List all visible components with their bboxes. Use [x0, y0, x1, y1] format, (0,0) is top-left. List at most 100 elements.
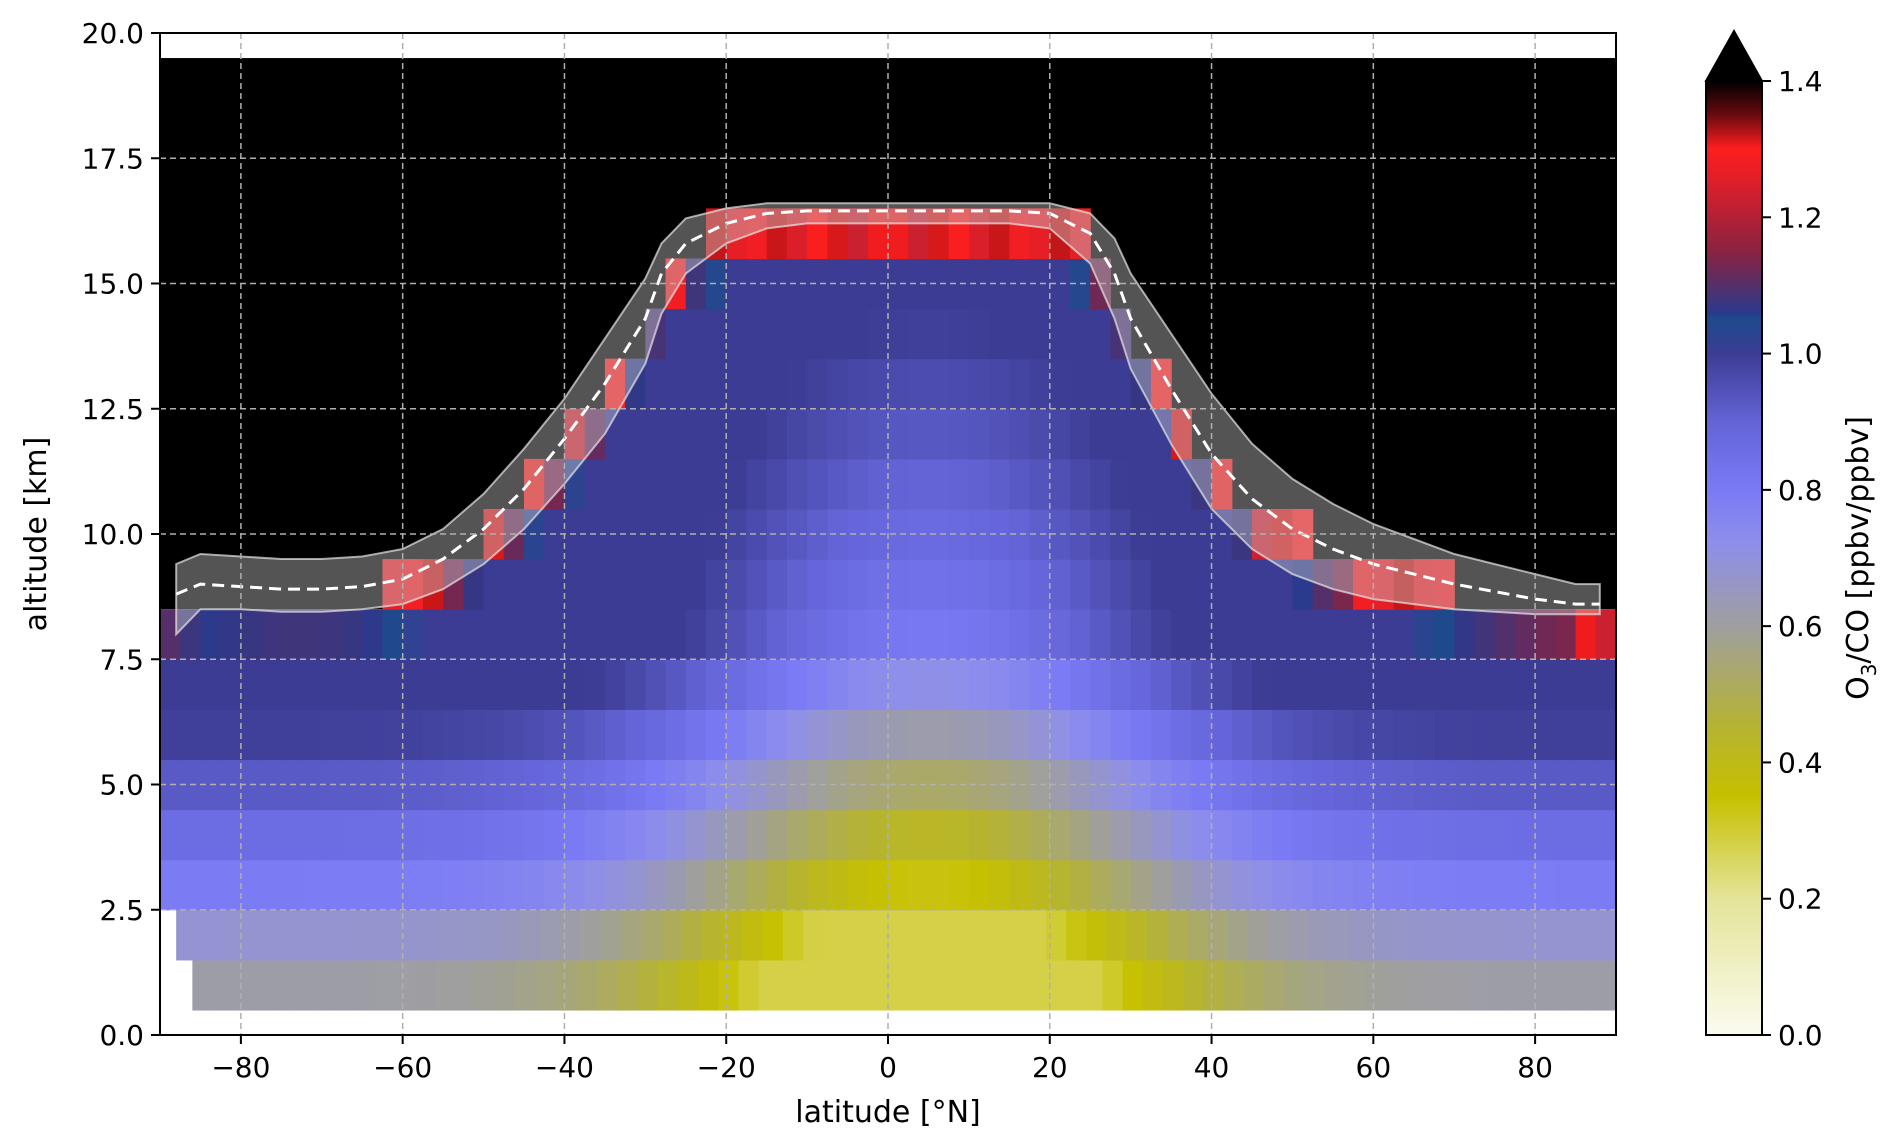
heatmap-cell — [564, 559, 586, 610]
heatmap-cell — [722, 909, 743, 961]
heatmap-cell — [989, 659, 1010, 710]
heatmap-cell — [766, 208, 788, 260]
heatmap-cell — [1070, 408, 1091, 460]
heatmap-cell — [968, 859, 990, 911]
heatmap-cell — [321, 659, 343, 710]
heatmap-cell — [888, 809, 909, 861]
heatmap-cell — [665, 559, 687, 610]
heatmap-cell — [1490, 909, 1512, 961]
heatmap-cell — [1332, 609, 1354, 660]
x-tick-label: 60 — [1356, 1051, 1392, 1084]
heatmap-cell — [232, 959, 254, 1011]
heatmap-cell — [847, 358, 869, 410]
heatmap-cell — [1607, 959, 1616, 1011]
heatmap-cell — [362, 609, 384, 660]
heatmap-cell — [888, 408, 909, 460]
heatmap-cell — [1292, 809, 1314, 861]
heatmap-cell — [1029, 809, 1051, 861]
heatmap-cell — [301, 709, 323, 761]
heatmap-cell — [989, 809, 1010, 861]
heatmap-cell — [257, 909, 278, 961]
heatmap-cell — [1474, 859, 1496, 911]
heatmap-cell — [604, 659, 626, 710]
heatmap-cell — [1494, 609, 1516, 660]
heatmap-cell — [1514, 709, 1536, 761]
heatmap-cell — [604, 358, 626, 410]
heatmap-cell — [1252, 609, 1273, 660]
heatmap-cell — [827, 458, 849, 510]
heatmap-cell — [762, 909, 784, 961]
heatmap-cell — [180, 809, 202, 861]
heatmap-cell — [1288, 909, 1310, 961]
heatmap-cell — [240, 659, 262, 710]
heatmap-cell — [1142, 959, 1164, 1011]
heatmap-cell — [483, 659, 505, 710]
heatmap-cell — [859, 959, 881, 1011]
y-tick-label: 10.0 — [82, 518, 144, 551]
heatmap-cell — [1413, 809, 1435, 861]
heatmap-cell — [843, 909, 865, 961]
heatmap-cell — [495, 959, 517, 1011]
heatmap-cell — [968, 208, 990, 260]
heatmap-cell — [726, 859, 748, 911]
heatmap-cell — [1021, 959, 1043, 1011]
heatmap-cell — [580, 909, 602, 961]
heatmap-cell — [584, 659, 606, 710]
heatmap-cell — [685, 759, 707, 811]
heatmap-cell — [827, 659, 849, 710]
heatmap-cell — [1009, 358, 1031, 410]
heatmap-cell — [928, 659, 950, 710]
heatmap-cell — [645, 659, 667, 710]
heatmap-cell — [908, 458, 930, 510]
heatmap-cell — [160, 709, 181, 761]
heatmap-cell — [746, 709, 768, 761]
heatmap-cell — [807, 609, 828, 660]
heatmap-cell — [160, 859, 181, 911]
x-tick-label: 0 — [879, 1051, 897, 1084]
heatmap-cell — [584, 609, 606, 660]
heatmap-cell — [665, 859, 687, 911]
heatmap-cell — [968, 809, 990, 861]
heatmap-cell — [847, 458, 869, 510]
heatmap-cell — [220, 709, 242, 761]
heatmap-cell — [738, 959, 760, 1011]
heatmap-cell — [1373, 609, 1395, 660]
heatmap-cell — [888, 458, 909, 510]
heatmap-cell — [1494, 709, 1516, 761]
heatmap-cell — [645, 559, 667, 610]
heatmap-cell — [803, 909, 824, 961]
heatmap-cell — [746, 508, 768, 560]
heatmap-cell — [685, 809, 707, 861]
heatmap-cell — [888, 358, 909, 410]
heatmap-cell — [1434, 859, 1455, 911]
heatmap-cell — [766, 408, 788, 460]
heatmap-cell — [645, 358, 667, 410]
heatmap-cell — [867, 859, 889, 911]
heatmap-cell — [778, 959, 800, 1011]
heatmap-cell — [342, 859, 363, 911]
heatmap-cell — [948, 258, 970, 310]
heatmap-cell — [968, 508, 990, 560]
heatmap-cell — [847, 709, 869, 761]
heatmap-cell — [358, 909, 379, 961]
colorbar-label-rest: /CO [ppbv/ppbv] — [1841, 416, 1876, 664]
heatmap-cell — [924, 909, 946, 961]
heatmap-cell — [1332, 709, 1354, 761]
heatmap-cell — [726, 358, 748, 410]
y-tick-label: 5.0 — [99, 769, 144, 802]
heatmap-cell — [645, 609, 667, 660]
heatmap-cell — [1009, 859, 1031, 911]
heatmap-cell — [1005, 909, 1027, 961]
heatmap-cell — [847, 258, 869, 310]
heatmap-cell — [439, 909, 460, 961]
heatmap-cell — [944, 909, 966, 961]
heatmap-cell — [1373, 559, 1395, 610]
heatmap-cell — [867, 208, 889, 260]
heatmap-cell — [333, 959, 355, 1011]
heatmap-cell — [1150, 859, 1172, 911]
heatmap-cell — [1070, 358, 1091, 410]
heatmap-cell — [1171, 809, 1192, 861]
heatmap-cell — [1575, 859, 1597, 911]
heatmap-cell — [948, 508, 970, 560]
heatmap-cell — [685, 859, 707, 911]
